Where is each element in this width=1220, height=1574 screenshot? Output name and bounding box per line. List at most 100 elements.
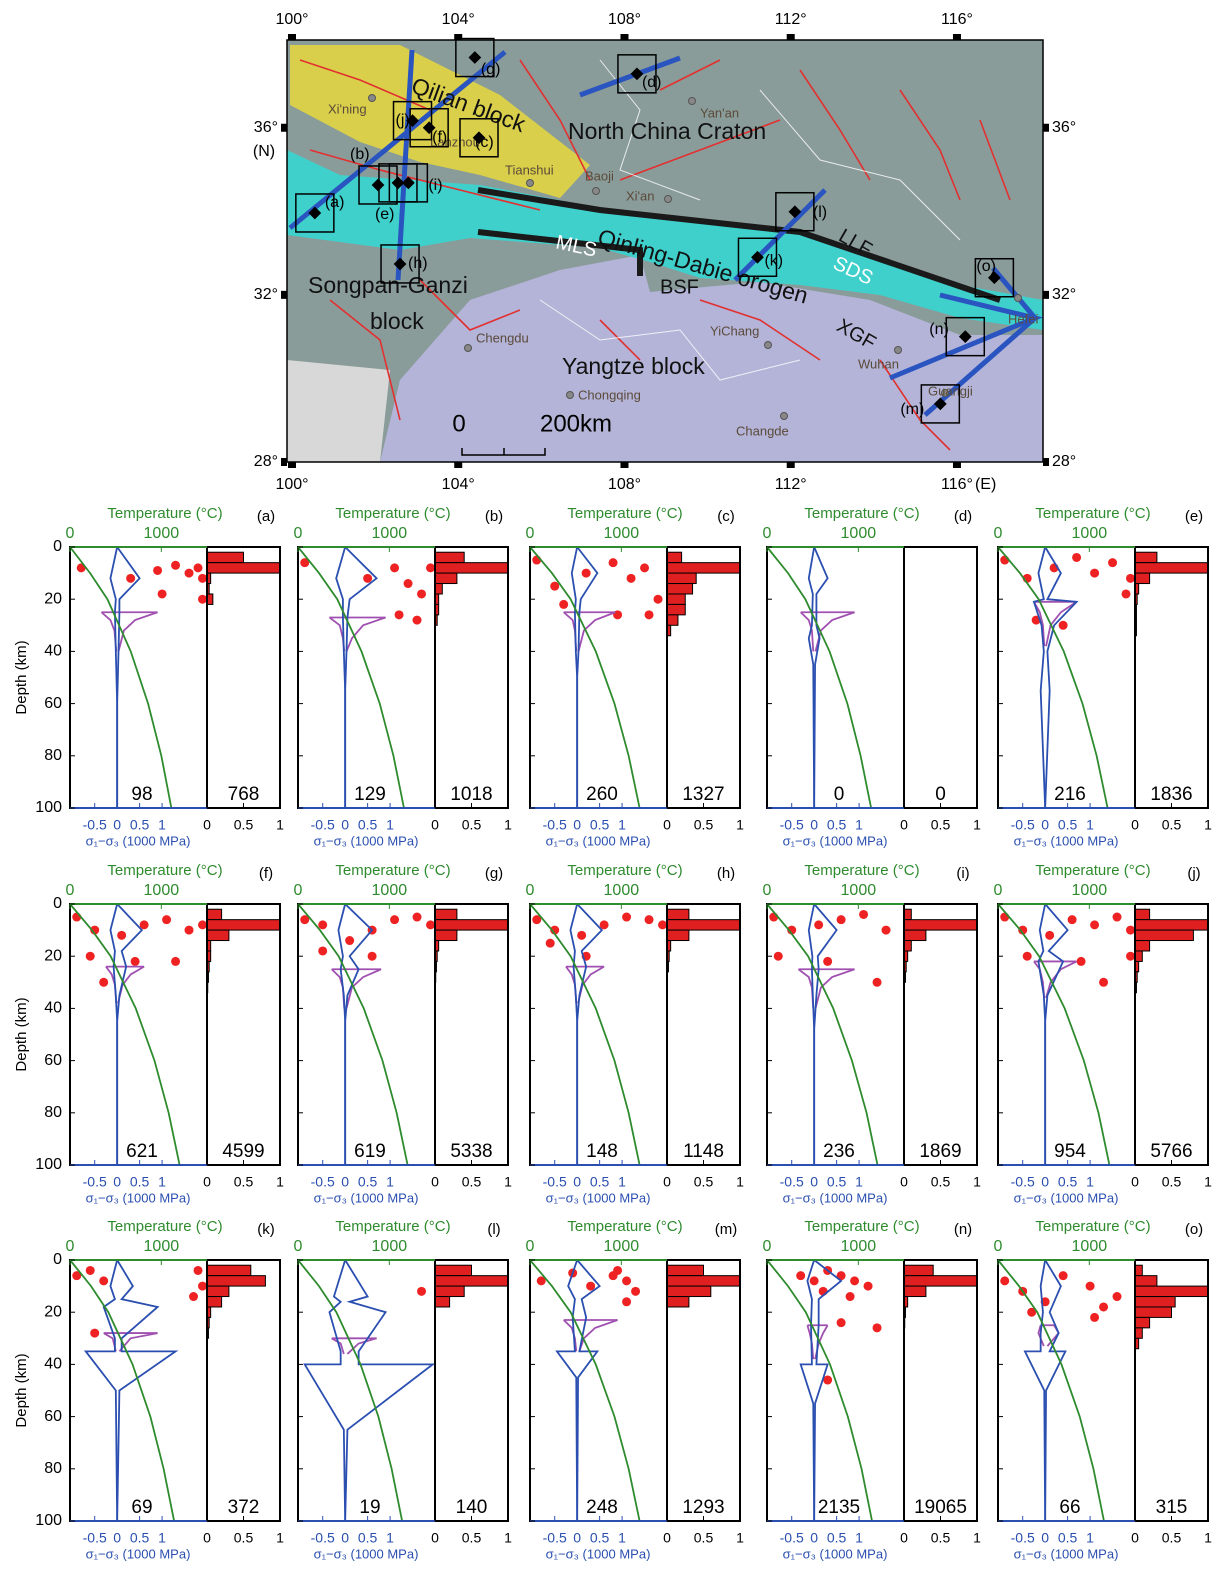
map-x-tick xyxy=(953,34,961,40)
city-dot xyxy=(369,95,376,102)
hist-tick-label: 0 xyxy=(431,817,439,833)
hist-tick-label: 0 xyxy=(900,817,908,833)
earthquake xyxy=(198,920,207,929)
geotherm xyxy=(998,1260,1104,1521)
event-count: 1327 xyxy=(682,784,724,805)
histogram-bar xyxy=(435,1286,464,1296)
temp-tick-label: 1000 xyxy=(372,1238,408,1255)
temp-tick-label: 0 xyxy=(66,882,75,899)
earthquake xyxy=(640,563,649,572)
relief-area xyxy=(287,360,390,462)
earthquake xyxy=(426,920,435,929)
y-tick-label: 0 xyxy=(53,895,62,912)
stress-tick-label: 1 xyxy=(1086,817,1094,833)
stress-envelope xyxy=(809,904,814,1165)
y-tick-label: 60 xyxy=(44,695,62,712)
panel-label: (b) xyxy=(485,508,503,525)
quake-count: 69 xyxy=(131,1497,152,1518)
y-tick-label: 40 xyxy=(44,1356,62,1373)
earthquake xyxy=(814,920,823,929)
histogram-bar xyxy=(207,563,280,573)
temp-axis-label: Temperature (°C) xyxy=(335,1218,450,1235)
stress-tick-label: 0.5 xyxy=(590,1174,610,1190)
event-count: 19065 xyxy=(914,1497,967,1518)
map-x-tick-label: 100° xyxy=(275,476,308,493)
hist-tick-label: 0.5 xyxy=(931,817,951,833)
map-x-tick-label: 104° xyxy=(442,476,475,493)
earthquake xyxy=(622,913,631,922)
histogram-bar xyxy=(1135,909,1150,919)
hist-tick-label: 1 xyxy=(736,817,744,833)
hist-frame xyxy=(207,904,280,1165)
stress-tick-label: 1 xyxy=(158,1174,166,1190)
stress-tick-label: 1 xyxy=(158,817,166,833)
hist-tick-label: 1 xyxy=(504,817,512,833)
histogram-bar xyxy=(904,1265,933,1275)
stress-tick-label: -0.5 xyxy=(83,817,107,833)
temp-tick-label: 0 xyxy=(526,882,535,899)
hist-frame xyxy=(904,1260,977,1521)
stress-envelope xyxy=(577,1260,599,1521)
site-label: (d) xyxy=(642,74,662,91)
histogram-bar xyxy=(1135,573,1150,583)
event-count: 5766 xyxy=(1150,1141,1192,1162)
region-label: Songpan-Ganzi xyxy=(308,272,468,298)
earthquake xyxy=(345,936,354,945)
stress-tick-label: 0.5 xyxy=(358,817,378,833)
temp-tick-label: 0 xyxy=(66,525,75,542)
quake-count: 19 xyxy=(359,1497,380,1518)
earthquake xyxy=(645,915,654,924)
earthquake xyxy=(86,1266,95,1275)
earthquake xyxy=(363,574,372,583)
geotherm xyxy=(70,547,171,808)
scale-label: 200km xyxy=(540,410,612,437)
histogram-bar xyxy=(667,1286,711,1296)
hist-tick-label: 0 xyxy=(900,1174,908,1190)
stress-envelope xyxy=(1034,547,1045,808)
histogram-bar xyxy=(435,1297,450,1307)
earthquake xyxy=(417,1287,426,1296)
stress-axis-label: σ₁−σ₃ (1000 MPa) xyxy=(546,833,651,848)
map-y-tick-label: 28° xyxy=(254,453,278,470)
y-tick-label: 0 xyxy=(53,1251,62,1268)
histogram-bar xyxy=(207,909,222,919)
geotherm xyxy=(998,904,1109,1165)
earthquake xyxy=(658,920,667,929)
event-count: 372 xyxy=(228,1497,260,1518)
earthquake xyxy=(90,1329,99,1338)
stress-envelope xyxy=(86,1260,117,1521)
histogram-bar xyxy=(667,584,693,594)
temp-axis-label: Temperature (°C) xyxy=(567,1218,682,1235)
earthquake xyxy=(1099,978,1108,987)
city-dot xyxy=(593,188,600,195)
temp-tick-label: 1000 xyxy=(144,882,180,899)
stress-tick-label: -0.5 xyxy=(780,817,804,833)
stress-tick-label: 0 xyxy=(113,1174,121,1190)
stress-tick-label: -0.5 xyxy=(543,1174,567,1190)
hist-tick-label: 0 xyxy=(203,817,211,833)
map-y-tick xyxy=(1043,458,1049,466)
earthquake xyxy=(550,582,559,591)
hist-tick-label: 0.5 xyxy=(234,1174,254,1190)
histogram-bar xyxy=(207,1265,251,1275)
hist-tick-label: 0 xyxy=(900,1530,908,1546)
histogram-bar xyxy=(1135,1286,1208,1296)
histogram-bar xyxy=(904,1286,926,1296)
histogram-bar xyxy=(1135,1307,1172,1317)
hist-tick-label: 0 xyxy=(203,1530,211,1546)
stress-tick-label: 0.5 xyxy=(827,817,847,833)
temp-axis-label: Temperature (°C) xyxy=(1035,862,1150,879)
hist-tick-label: 0.5 xyxy=(462,1174,482,1190)
y-tick-label: 40 xyxy=(44,1000,62,1017)
event-count: 0 xyxy=(935,784,946,805)
earthquake xyxy=(194,1266,203,1275)
panel-label: (n) xyxy=(954,1221,972,1238)
quake-count: 619 xyxy=(354,1141,386,1162)
stress-axis-label: σ₁−σ₃ (1000 MPa) xyxy=(86,1546,191,1561)
earthquake xyxy=(417,589,426,598)
earthquake xyxy=(413,616,422,625)
stress-envelope-2 xyxy=(119,612,158,651)
stress-tick-label: 1 xyxy=(1086,1174,1094,1190)
map-y-tick xyxy=(281,291,287,299)
stress-envelope-2 xyxy=(101,612,116,651)
